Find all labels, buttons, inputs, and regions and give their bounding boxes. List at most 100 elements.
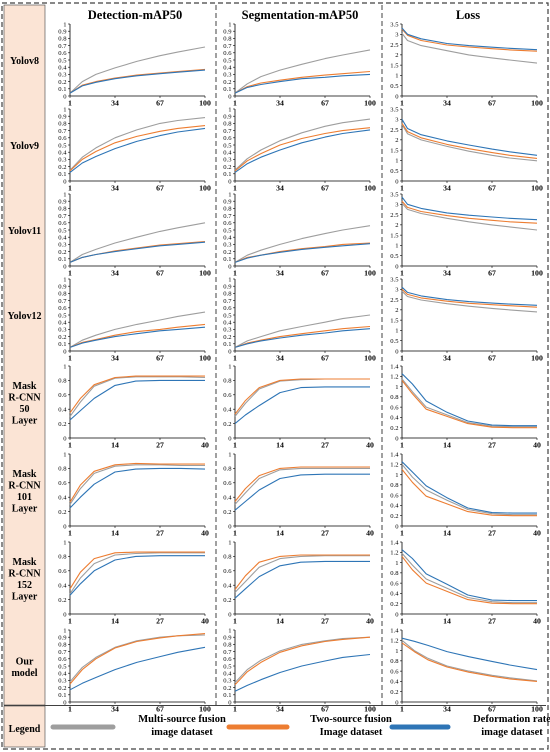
row-label-2-line-1: Yolov9 bbox=[10, 141, 39, 152]
panel-r2-loss-line-two bbox=[401, 123, 538, 159]
panel-r8-seg-ytick-label: 1 bbox=[228, 627, 231, 634]
panel-r3-det-line-deform bbox=[69, 241, 206, 263]
panel-r6-det-ytick-label: 1 bbox=[63, 451, 66, 458]
panel-r5-det-xtick-label: 14 bbox=[111, 441, 119, 450]
panel-r3-det-ytick-label: 0.1 bbox=[58, 256, 66, 263]
panel-r4-seg-line-deform bbox=[234, 328, 371, 348]
panel-r2-seg-ytick-label: 0.8 bbox=[223, 121, 232, 128]
panel-r3-seg-ytick-label: 0.3 bbox=[223, 242, 232, 249]
panel-r5-seg-xtick-label: 1 bbox=[233, 441, 237, 450]
panel-r4-seg-ytick-label: 0.4 bbox=[223, 320, 232, 327]
panel-r1-loss-ytick-label: 0.5 bbox=[390, 83, 399, 90]
panel-r3-seg-xtick-label: 34 bbox=[276, 269, 284, 278]
panel-r1-loss-xtick-label: 34 bbox=[443, 99, 451, 108]
panel-r3-seg-ytick-label: 0.4 bbox=[223, 235, 232, 242]
panel-r3-seg-ytick-label: 0.7 bbox=[223, 213, 232, 220]
panel-r4-det-xtick-label: 67 bbox=[156, 354, 164, 363]
panel-r5-loss-ytick-label: 0.6 bbox=[390, 404, 399, 411]
panel-r4-seg-xtick-label: 100 bbox=[364, 354, 376, 363]
panel-r7-loss-line-two bbox=[401, 556, 537, 605]
panel-r4-det-ytick-label: 0.1 bbox=[58, 341, 66, 348]
panel-r1-det-ytick-label: 0.1 bbox=[58, 86, 66, 93]
panel-r2-loss-ytick-label: 1 bbox=[395, 158, 398, 165]
panel-r8-loss-ytick-label: 0 bbox=[395, 699, 399, 706]
panel-r7-loss-ytick-label: 0.2 bbox=[390, 601, 398, 608]
panel-r8-det-ytick-label: 0.5 bbox=[58, 663, 67, 670]
panel-r1-det-xtick-label: 100 bbox=[199, 99, 211, 108]
panel-r3-seg-ytick-label: 0.1 bbox=[223, 256, 231, 263]
panel-r1-det-xtick-label: 67 bbox=[156, 99, 164, 108]
panel-r4-loss-xtick-label: 67 bbox=[488, 354, 496, 363]
panel-r5-seg-ytick-label: 0.8 bbox=[223, 378, 232, 385]
panel-r7-seg-line-two bbox=[234, 554, 370, 590]
row-label-5-line-4: Layer bbox=[12, 415, 38, 426]
panel-r3-loss-ytick-label: 0.5 bbox=[390, 253, 399, 260]
panel-r6-det-xtick-label: 14 bbox=[111, 529, 119, 538]
panel-r8-loss-ytick-label: 1.4 bbox=[390, 627, 399, 634]
panel-r1-seg-xtick-label: 34 bbox=[276, 99, 284, 108]
panel-r3-det-xtick-label: 67 bbox=[156, 269, 164, 278]
panel-r2-det-ytick-label: 0.8 bbox=[58, 121, 67, 128]
row-label-4-line-1: Yolov12 bbox=[8, 311, 42, 322]
panel-r6-loss-ytick-label: 1 bbox=[395, 472, 398, 479]
panel-r7-loss-ytick-label: 0 bbox=[395, 611, 399, 618]
panel-r5-seg-line-multi bbox=[234, 378, 370, 417]
panel-r7-seg-xtick-label: 14 bbox=[276, 617, 284, 626]
panel-r8-seg-ytick-label: 0.2 bbox=[223, 685, 231, 692]
panel-r3-seg-xtick-label: 67 bbox=[321, 269, 329, 278]
panel-r3-loss-ytick-label: 3 bbox=[395, 202, 399, 209]
panel-r7-det-line-two bbox=[69, 551, 205, 590]
panel-r4-seg-ytick-label: 0 bbox=[228, 348, 232, 355]
panel-r2-loss-ytick-label: 0.5 bbox=[390, 168, 399, 175]
panel-r5-loss-xtick-label: 27 bbox=[488, 441, 496, 450]
panel-r6-det-xtick-label: 40 bbox=[201, 529, 209, 538]
panel-r4-seg-ytick-label: 0.5 bbox=[223, 312, 232, 319]
panel-r2-det-ytick-label: 0.2 bbox=[58, 164, 66, 171]
panel-r1-seg-xtick-label: 1 bbox=[233, 99, 237, 108]
panel-r4-loss-ytick-label: 3.5 bbox=[390, 276, 399, 283]
panel-r8-seg-ytick-label: 0.8 bbox=[223, 642, 232, 649]
panel-r5-det-ytick-label: 1 bbox=[63, 363, 66, 370]
panel-r6-loss-ytick-label: 1.2 bbox=[390, 462, 398, 469]
panel-r1-det-line-multi bbox=[69, 46, 206, 94]
panel-r5-det-ytick-label: 0.6 bbox=[58, 392, 67, 399]
panel-r3-loss-ytick-label: 3.5 bbox=[390, 191, 399, 198]
panel-r4-det-ytick-label: 0.9 bbox=[58, 284, 67, 291]
panel-r3-seg-ytick-label: 0.6 bbox=[223, 220, 232, 227]
panel-r4-det-ytick-label: 0.6 bbox=[58, 305, 67, 312]
panel-r4-det-xtick-label: 1 bbox=[68, 354, 72, 363]
panel-r8-det-ytick-label: 0.8 bbox=[58, 642, 67, 649]
panel-r8-loss-line-two bbox=[401, 642, 538, 682]
panel-r2-loss-ytick-label: 3 bbox=[395, 117, 399, 124]
panel-r2-loss-ytick-label: 1.5 bbox=[390, 147, 399, 154]
panel-r8-det-ytick-label: 1 bbox=[63, 627, 66, 634]
panel-r1-det-line-deform bbox=[69, 69, 206, 94]
row-label-5-line-2: R-CNN bbox=[8, 392, 41, 403]
panel-r8-seg-xtick-label: 67 bbox=[321, 705, 329, 714]
panel-r2-seg-ytick-label: 0.3 bbox=[223, 157, 232, 164]
panel-r8-det-ytick-label: 0.6 bbox=[58, 656, 67, 663]
panel-r2-seg-xtick-label: 34 bbox=[276, 184, 284, 193]
panel-r5-det-ytick-label: 0.8 bbox=[58, 378, 67, 385]
panel-r6-seg-line-multi bbox=[234, 467, 370, 505]
panel-r2-det-ytick-label: 0.3 bbox=[58, 157, 67, 164]
panel-r7-det-ytick-label: 0.6 bbox=[58, 568, 67, 575]
panel-r1-seg-ytick-label: 0.3 bbox=[223, 72, 232, 79]
panel-r4-seg-line-multi bbox=[234, 314, 371, 348]
panel-r5-seg-line-deform bbox=[234, 386, 370, 425]
panel-r4-loss-xtick-label: 34 bbox=[443, 354, 451, 363]
panel-r2-seg-ytick-label: 0.9 bbox=[223, 114, 232, 121]
panel-r6-seg-xtick-label: 1 bbox=[233, 529, 237, 538]
panel-r2-loss-ytick-label: 3.5 bbox=[390, 106, 399, 113]
panel-r5-loss-ytick-label: 0.8 bbox=[390, 394, 399, 401]
panel-r8-seg-line-multi bbox=[234, 636, 371, 683]
panel-r5-loss-xtick-label: 1 bbox=[400, 441, 404, 450]
panel-r2-seg-ytick-label: 0.2 bbox=[223, 164, 231, 171]
panel-r7-seg-ytick-label: 0.2 bbox=[223, 597, 231, 604]
panel-r7-seg-ytick-label: 0.8 bbox=[223, 554, 232, 561]
panel-r1-loss-ytick-label: 1.5 bbox=[390, 62, 399, 69]
panel-r5-det-line-two bbox=[69, 375, 205, 414]
panel-r4-loss-ytick-label: 0.5 bbox=[390, 338, 399, 345]
